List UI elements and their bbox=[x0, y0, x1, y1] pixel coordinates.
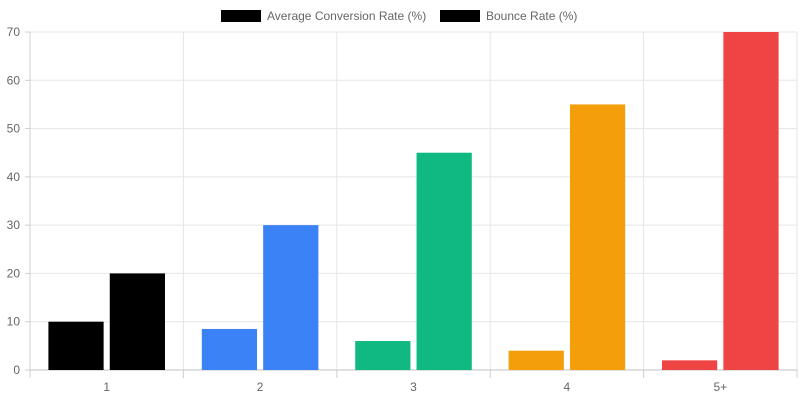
bar-conversion-5+[interactable] bbox=[662, 360, 718, 370]
x-tick-label: 3 bbox=[410, 380, 417, 394]
y-axis-ticks: 0 10 20 30 40 50 60 70 bbox=[7, 25, 30, 377]
x-tick-label: 5+ bbox=[713, 380, 727, 394]
bar-bounce-3[interactable] bbox=[416, 152, 472, 370]
y-tick-label: 60 bbox=[7, 73, 21, 87]
y-tick-label: 50 bbox=[7, 122, 21, 136]
y-tick-label: 10 bbox=[7, 315, 21, 329]
bar-conversion-1[interactable] bbox=[48, 321, 104, 370]
y-tick-label: 20 bbox=[7, 266, 21, 280]
x-tick-label: 4 bbox=[564, 380, 571, 394]
bar-conversion-4[interactable] bbox=[508, 350, 564, 370]
y-tick-label: 30 bbox=[7, 218, 21, 232]
y-tick-label: 0 bbox=[13, 363, 20, 377]
x-axis-ticks: 1 2 3 4 5+ bbox=[29, 370, 798, 394]
bar-bounce-1[interactable] bbox=[109, 273, 165, 370]
legend: Average Conversion Rate (%) Bounce Rate … bbox=[221, 9, 577, 23]
bar-conversion-2[interactable] bbox=[201, 328, 258, 370]
bar-bounce-2[interactable] bbox=[263, 225, 319, 370]
legend-label-conversion[interactable]: Average Conversion Rate (%) bbox=[267, 9, 426, 23]
legend-swatch-bounce[interactable] bbox=[440, 10, 480, 22]
legend-swatch-conversion[interactable] bbox=[221, 10, 261, 22]
y-tick-label: 40 bbox=[7, 170, 21, 184]
x-tick-label: 2 bbox=[257, 380, 264, 394]
y-tick-label: 70 bbox=[7, 25, 21, 39]
x-tick-label: 1 bbox=[103, 380, 110, 394]
bar-conversion-3[interactable] bbox=[355, 341, 411, 370]
bar-bounce-5+[interactable] bbox=[723, 32, 779, 370]
bars bbox=[48, 32, 779, 370]
bar-bounce-4[interactable] bbox=[569, 104, 626, 370]
legend-label-bounce[interactable]: Bounce Rate (%) bbox=[486, 9, 577, 23]
